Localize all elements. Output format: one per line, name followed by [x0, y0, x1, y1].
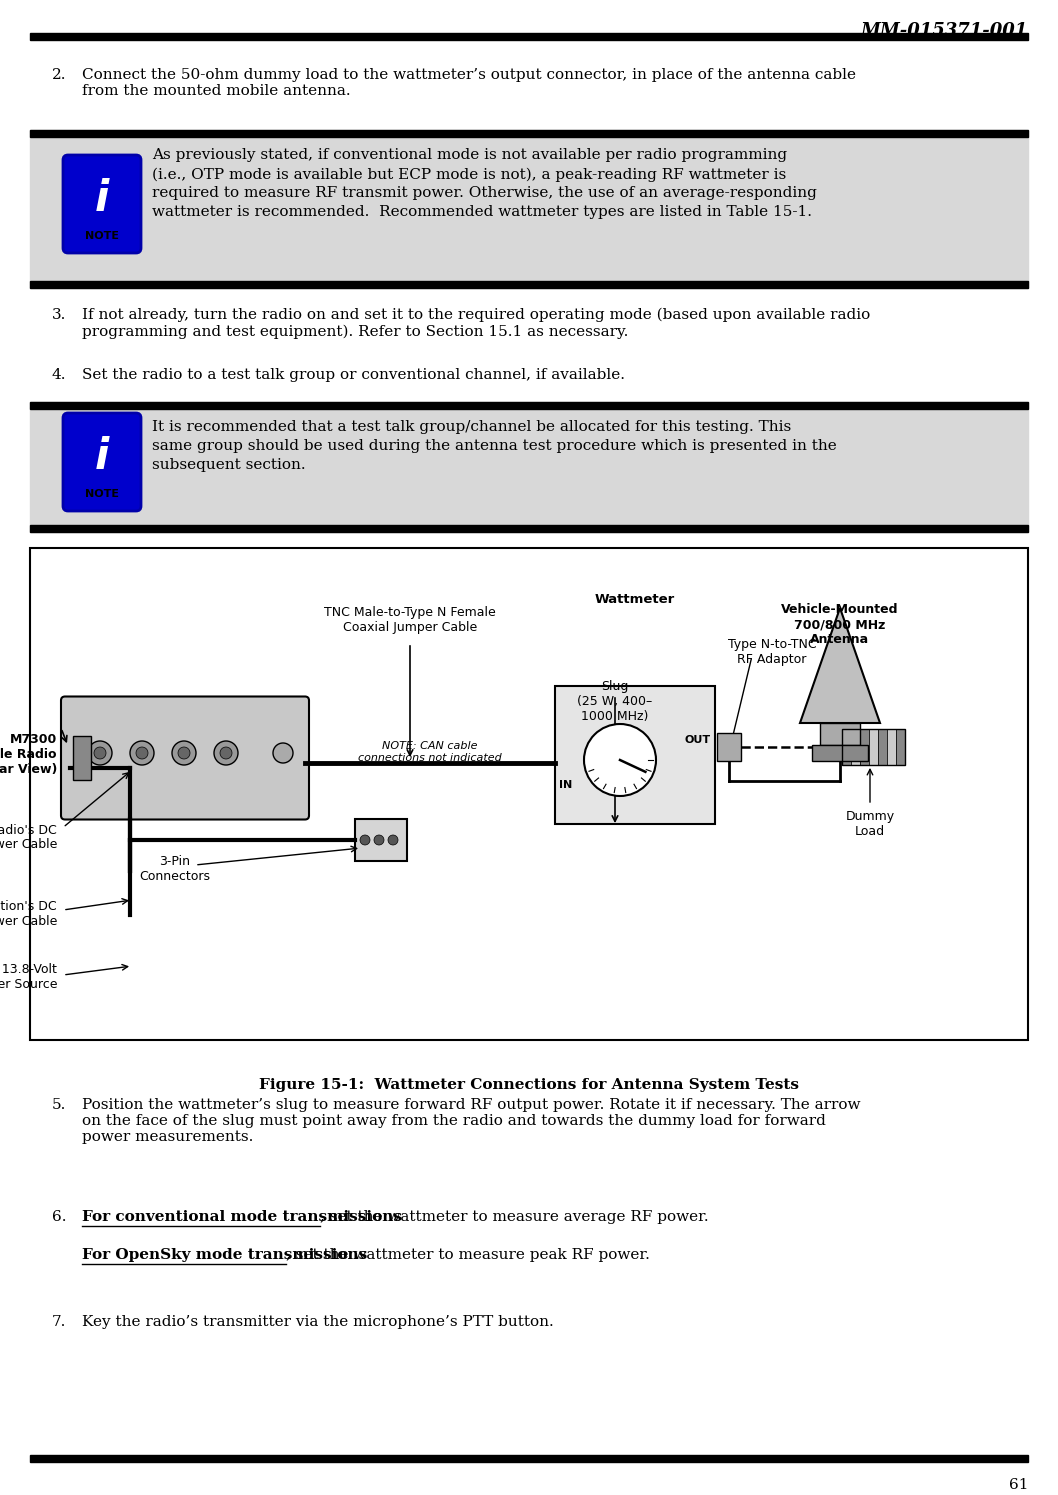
Bar — [30, 1455, 1028, 1462]
Text: NOTE: NOTE — [85, 232, 118, 241]
Bar — [30, 130, 1028, 289]
Text: M7300
Mobile Radio
(Rear View): M7300 Mobile Radio (Rear View) — [0, 733, 57, 776]
Text: Set the radio to a test talk group or conventional channel, if available.: Set the radio to a test talk group or co… — [83, 368, 625, 383]
Circle shape — [136, 748, 148, 759]
Text: It is recommended that a test talk group/channel be allocated for this testing. : It is recommended that a test talk group… — [152, 420, 837, 472]
Bar — [30, 33, 1028, 40]
Text: For conventional mode transmissions: For conventional mode transmissions — [83, 1209, 402, 1224]
Circle shape — [373, 836, 384, 845]
FancyBboxPatch shape — [63, 155, 141, 253]
Text: i: i — [95, 437, 109, 478]
Bar — [811, 745, 868, 761]
Bar — [896, 730, 905, 765]
Text: Position the wattmeter’s slug to measure forward RF output power. Rotate it if n: Position the wattmeter’s slug to measure… — [83, 1097, 860, 1144]
Circle shape — [172, 742, 196, 765]
Text: Installation's DC
Power Cable: Installation's DC Power Cable — [0, 900, 57, 928]
Text: IN: IN — [559, 780, 572, 789]
Text: 6.: 6. — [52, 1209, 67, 1224]
Text: Figure 15-1:  Wattmeter Connections for Antenna System Tests: Figure 15-1: Wattmeter Connections for A… — [259, 1078, 799, 1091]
Bar — [869, 730, 878, 765]
Text: 3-Pin
Connectors: 3-Pin Connectors — [140, 855, 211, 884]
Bar — [30, 525, 1028, 532]
Text: As previously stated, if conventional mode is not available per radio programmin: As previously stated, if conventional mo… — [152, 148, 817, 220]
Text: NOTE: NOTE — [85, 489, 118, 499]
Text: If not already, turn the radio on and set it to the required operating mode (bas: If not already, turn the radio on and se… — [83, 308, 871, 339]
Text: 4.: 4. — [52, 368, 67, 383]
Text: Type N-to-TNC
RF Adaptor: Type N-to-TNC RF Adaptor — [728, 638, 817, 665]
Text: i: i — [95, 178, 109, 220]
Circle shape — [360, 836, 370, 845]
Circle shape — [178, 748, 190, 759]
Bar — [717, 733, 741, 761]
Bar — [555, 686, 715, 824]
Circle shape — [94, 748, 106, 759]
Text: TNC Male-to-Type N Female
Coaxial Jumper Cable: TNC Male-to-Type N Female Coaxial Jumper… — [324, 605, 496, 634]
Bar — [820, 724, 860, 745]
Circle shape — [214, 742, 238, 765]
Bar — [30, 549, 1028, 1041]
Bar — [355, 819, 407, 861]
Text: OUT: OUT — [685, 736, 711, 745]
Circle shape — [584, 724, 656, 795]
Text: , set the wattmeter to measure average RF power.: , set the wattmeter to measure average R… — [320, 1209, 709, 1224]
Bar — [30, 281, 1028, 289]
Bar — [851, 730, 860, 765]
Text: For OpenSky mode transmissions: For OpenSky mode transmissions — [83, 1248, 367, 1262]
Text: , set the wattmeter to measure peak RF power.: , set the wattmeter to measure peak RF p… — [286, 1248, 650, 1262]
Bar — [842, 730, 851, 765]
Bar — [30, 402, 1028, 532]
Text: Key the radio’s transmitter via the microphone’s PTT button.: Key the radio’s transmitter via the micr… — [83, 1316, 553, 1329]
FancyBboxPatch shape — [63, 413, 141, 511]
Text: 7.: 7. — [52, 1316, 67, 1329]
Circle shape — [220, 748, 232, 759]
Circle shape — [88, 742, 112, 765]
Text: MM-015371-001: MM-015371-001 — [861, 22, 1028, 40]
Circle shape — [130, 742, 154, 765]
Circle shape — [388, 836, 398, 845]
Text: 3.: 3. — [52, 308, 67, 321]
Bar — [842, 730, 905, 765]
Polygon shape — [800, 608, 880, 724]
Text: Vehicle-Mounted
700/800 MHz
Antenna: Vehicle-Mounted 700/800 MHz Antenna — [781, 602, 898, 646]
FancyBboxPatch shape — [61, 697, 309, 819]
Bar — [30, 130, 1028, 138]
Bar — [887, 730, 896, 765]
Text: Slug
(25 W, 400–
1000 MHz): Slug (25 W, 400– 1000 MHz) — [578, 680, 653, 724]
Circle shape — [273, 743, 293, 762]
Bar — [860, 730, 869, 765]
Text: Wattmeter: Wattmeter — [595, 594, 675, 605]
Text: Dummy
Load: Dummy Load — [845, 810, 895, 839]
Text: From 13.8-Volt
Fused Power Source: From 13.8-Volt Fused Power Source — [0, 963, 57, 991]
Text: NOTE: CAN cable
connections not indicated: NOTE: CAN cable connections not indicate… — [358, 742, 501, 762]
Text: Connect the 50-ohm dummy load to the wattmeter’s output connector, in place of t: Connect the 50-ohm dummy load to the wat… — [83, 67, 856, 99]
Bar — [878, 730, 887, 765]
Text: 2.: 2. — [52, 67, 67, 82]
Text: Radio's DC
Power Cable: Radio's DC Power Cable — [0, 824, 57, 852]
Text: 61: 61 — [1008, 1479, 1028, 1492]
Bar — [30, 402, 1028, 410]
Bar — [73, 736, 91, 780]
Text: 5.: 5. — [52, 1097, 67, 1112]
